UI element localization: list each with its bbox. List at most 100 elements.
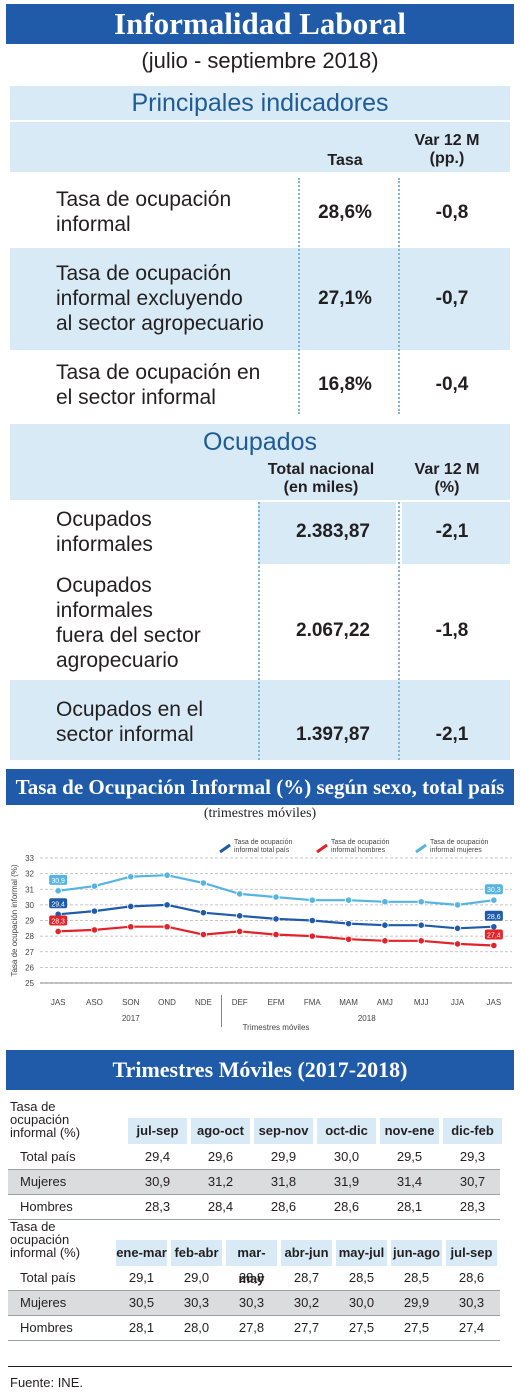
table-col-header: nov-ene [380,1118,439,1144]
legend-label: Tasa de ocupación [430,839,488,846]
table-col-header: dic-feb [443,1118,502,1144]
col-total-line1: Total nacional [267,461,375,478]
table-cell: 27,7 [293,1320,320,1335]
data-point [490,941,498,950]
line-chart: 25 26 27 28 29 30 31 32 33 Tasa de ocupación info… [10,839,512,1032]
table-cell: 30,3 [238,1295,265,1310]
y-tick-label: 32 [25,870,34,879]
table-cell: 27,8 [238,1320,265,1335]
table-cell: 28,3 [144,1199,171,1214]
y-tick-label: 27 [25,948,34,957]
table-cell: 27,5 [348,1320,375,1335]
table-col-header: sep-nov [254,1118,313,1144]
data-point [199,879,207,887]
table-cell: 29,5 [396,1149,423,1164]
x-tick-label: JAS [487,998,502,1007]
col-var-pct-line1: Var 12 M [414,461,480,478]
x-tick-label: EFM [268,998,285,1007]
y-tick-label: 28 [25,932,34,941]
table-cell: 29,9 [403,1295,430,1310]
column-divider [298,178,300,414]
data-label: 30,9 [51,878,65,885]
col-total-line2: (en miles) [283,479,359,496]
table-col-header: abr-jun [281,1240,332,1266]
table-col-header: jun-ago [391,1240,442,1266]
table-cell: 29,3 [459,1149,486,1164]
data-label: 28,3 [51,918,65,925]
indicadores-heading: Principales indicadores [10,86,510,120]
data-point [54,887,62,895]
data-point [381,898,389,906]
legend-label: informal total país [234,847,290,854]
data-point [381,921,389,929]
data-point [345,896,353,904]
data-label: 29,4 [51,901,65,908]
indicador-var: -0,4 [435,374,469,395]
data-point [90,882,99,890]
chart-subtitle: (trimestres móviles) [203,806,317,821]
table-cell: 30,3 [458,1295,485,1310]
data-point [163,923,171,931]
table-row-label: Hombres [20,1320,73,1335]
data-point [90,926,99,934]
table-cell: 30,3 [183,1295,210,1310]
table-row: Mujeres 30,9 31,2 31,8 31,9 31,4 30,7 [8,1170,500,1194]
table-cell: 30,9 [144,1174,171,1189]
ocupados-var: -2,1 [435,724,469,745]
table-row: Mujeres 30,5 30,3 30,3 30,2 30,0 29,9 30,3 [8,1291,500,1315]
x-tick-label: MAM [339,998,358,1007]
y-tick-label: 29 [25,917,34,926]
indicador-tasa: 27,1% [318,288,372,309]
table-cell: 28,6 [270,1199,297,1214]
data-label-bg [49,874,68,885]
ocupados-total: 1.397,87 [296,724,370,745]
table-cell: 28,6 [458,1270,485,1285]
table-cell: 28,5 [403,1270,430,1285]
table-col-header: may-jul [336,1240,387,1266]
table-col-header: ene-mar [116,1240,167,1266]
table-cell: 30,0 [333,1149,360,1164]
data-point [417,937,425,945]
data-point [163,901,171,909]
data-label-bg [484,929,503,940]
ocupados-total: 2.383,87 [296,521,370,542]
x-tick-label: SON [122,998,140,1007]
legend-label: informal mujeres [430,847,482,854]
data-point [90,907,99,915]
table-row-label: Hombres [20,1199,73,1214]
table-cell: 28,0 [183,1320,210,1335]
x-tick-label: JJA [451,998,465,1007]
table-cell: 30,0 [348,1295,375,1310]
table-cell: 29,1 [128,1270,155,1285]
data-point [163,871,171,879]
table-col-header: mar-may [226,1240,277,1286]
table-cell: 30,5 [128,1295,155,1310]
data-point [199,930,207,939]
table-row: Hombres 28,3 28,4 28,6 28,6 28,1 28,3 [8,1195,500,1219]
table-cell: 30,2 [293,1295,320,1310]
x-tick-label: NDE [195,998,212,1007]
table-row-label: Mujeres [20,1295,67,1310]
table-row-label: Total país [20,1270,76,1285]
data-point [127,902,135,911]
indicador-label: Tasa de ocupación en el sector informal [56,361,261,409]
ocupados-row-1: Ocupados informales 2.383,87 -2,1 [10,502,510,564]
data-point [453,940,462,948]
column-divider [398,178,400,414]
x-tick-label: FMA [304,998,322,1007]
data-label: 27,4 [487,933,501,940]
legend-swatch [415,843,427,854]
indicador-row-1: Tasa de ocupación informal 28,6% -0,8 [10,178,510,242]
table-cell: 28,5 [348,1270,375,1285]
data-point [308,896,316,904]
column-divider [398,502,400,760]
table-banner: Trimestres Móviles (2017-2018) [6,1050,514,1090]
table-col-header: jul-sep [446,1240,497,1266]
data-point [490,923,498,931]
x-tick-label: AMJ [377,998,393,1007]
table-cell: 29,6 [207,1149,234,1164]
table-cell: 27,4 [458,1320,485,1335]
data-point [236,912,244,920]
chart-banner: Tasa de Ocupación Informal (%) según sex… [6,769,514,805]
col-var-pct-line2: (%) [434,479,460,496]
